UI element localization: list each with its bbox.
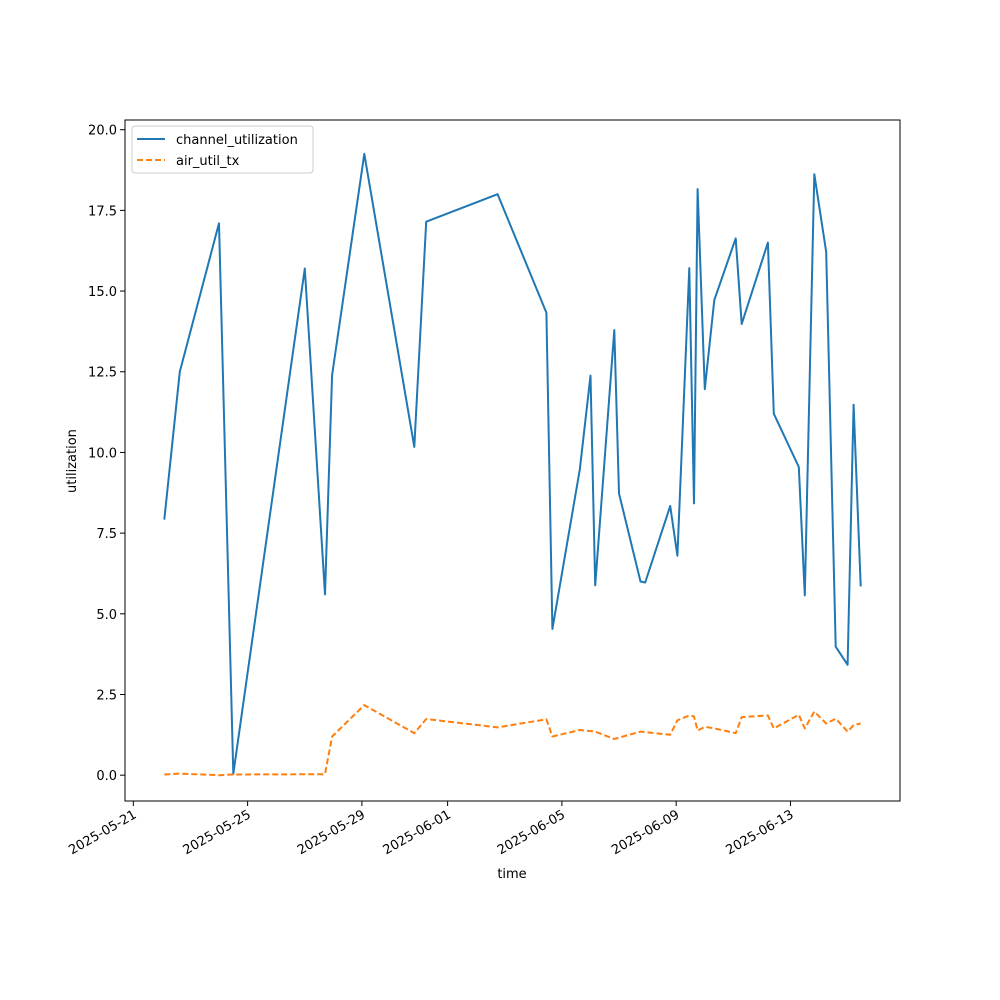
legend-label-channel-utilization: channel_utilization xyxy=(176,133,298,148)
legend-box xyxy=(131,125,314,174)
y-axis-label: utilization xyxy=(65,429,80,493)
legend-label-air-util-tx: air_util_tx xyxy=(176,154,240,169)
y-tick-label: 20.0 xyxy=(88,124,117,139)
x-tick-label: 2025-06-13 xyxy=(724,807,797,858)
x-tick-label: 2025-05-25 xyxy=(181,807,254,858)
series-line-channel-utilization xyxy=(163,152,862,775)
x-tick-label: 2025-06-09 xyxy=(609,807,682,858)
y-tick-label: 12.5 xyxy=(88,366,117,381)
x-tick-label: 2025-05-21 xyxy=(66,807,139,858)
y-tick-label: 15.0 xyxy=(88,285,117,300)
y-tick-label: 0.0 xyxy=(96,769,117,784)
y-tick-label: 5.0 xyxy=(96,608,117,623)
y-tick-label: 17.5 xyxy=(88,204,117,219)
x-axis-label: time xyxy=(497,867,526,882)
series-layer xyxy=(163,152,862,777)
x-tick-label: 2025-05-29 xyxy=(295,807,368,858)
y-tick-label: 7.5 xyxy=(96,527,117,542)
series-line-air-util-tx xyxy=(164,704,861,777)
legend: channel_utilization air_util_tx xyxy=(131,125,314,174)
x-tick-label: 2025-06-01 xyxy=(381,807,454,858)
plot-frame xyxy=(124,119,901,802)
x-axis: 2025-05-21 2025-05-25 2025-05-29 2025-06-01… xyxy=(66,801,796,858)
y-tick-label: 10.0 xyxy=(88,446,117,461)
plot-area xyxy=(125,120,900,801)
y-axis: 0.0 2.5 5.0 7.5 10.0 12.5 15.0 17.5 20.0 xyxy=(88,124,125,784)
x-tick-label: 2025-06-05 xyxy=(495,807,568,858)
y-tick-label: 2.5 xyxy=(96,688,117,703)
